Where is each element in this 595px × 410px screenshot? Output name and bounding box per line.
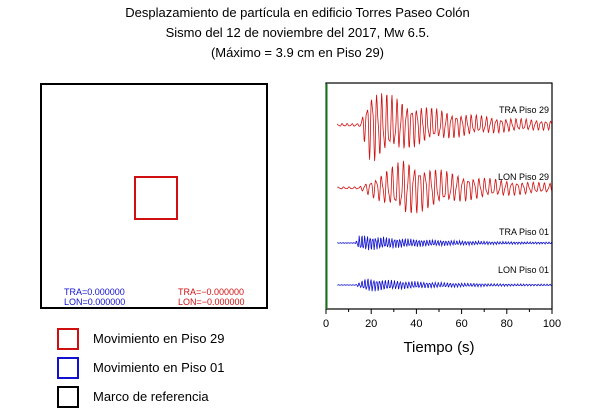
x-tick-label: 80 <box>501 318 513 330</box>
trace-label: TRA Piso 01 <box>499 227 549 237</box>
x-axis-label: Tiempo (s) <box>403 339 474 356</box>
chart-title-line3: (Máximo = 3.9 cm en Piso 29) <box>210 45 385 60</box>
piso29-tra-readout: TRA=−0.000000 <box>178 287 245 297</box>
trace-lon-piso-01 <box>337 278 552 292</box>
trace-group: TRA Piso 29 LON Piso 29 TRA Piso 01 LON Pis… <box>336 93 552 292</box>
piso29-position-square <box>134 176 178 220</box>
legend-swatch-black <box>57 386 79 408</box>
legend-label-reference: Marco de referencia <box>93 389 209 404</box>
trace-tra-piso-01 <box>337 235 552 251</box>
x-axis: 0 20 40 60 80 100 <box>323 309 561 330</box>
trace-lon-piso-29 <box>337 160 552 214</box>
legend-label-piso01: Movimiento en Piso 01 <box>93 360 225 375</box>
x-tick-label: 20 <box>365 318 377 330</box>
trace-label: TRA Piso 29 <box>499 105 549 115</box>
chart-title-line2: Sismo del 12 de noviembre del 2017, Mw 6… <box>165 25 430 40</box>
legend-swatch-blue <box>57 357 79 379</box>
x-tick-label: 60 <box>455 318 467 330</box>
trace-label: LON Piso 01 <box>498 265 549 275</box>
reference-frame-box <box>40 83 268 309</box>
chart-title-line1: Desplazamiento de partícula en edificio … <box>125 5 470 20</box>
x-tick-label: 0 <box>323 318 329 330</box>
piso29-lon-readout: LON=−0.000000 <box>178 297 245 307</box>
plot-frame <box>325 82 553 310</box>
x-tick-label: 40 <box>410 318 422 330</box>
piso01-tra-readout: TRA=0.000000 <box>64 287 125 297</box>
x-tick-label: 100 <box>543 318 561 330</box>
piso01-lon-readout: LON=0.000000 <box>64 297 126 307</box>
trace-tra-piso-29 <box>336 93 552 162</box>
legend-swatch-red <box>57 328 79 350</box>
trace-label: LON Piso 29 <box>498 172 549 182</box>
legend-label-piso29: Movimiento en Piso 29 <box>93 331 225 346</box>
